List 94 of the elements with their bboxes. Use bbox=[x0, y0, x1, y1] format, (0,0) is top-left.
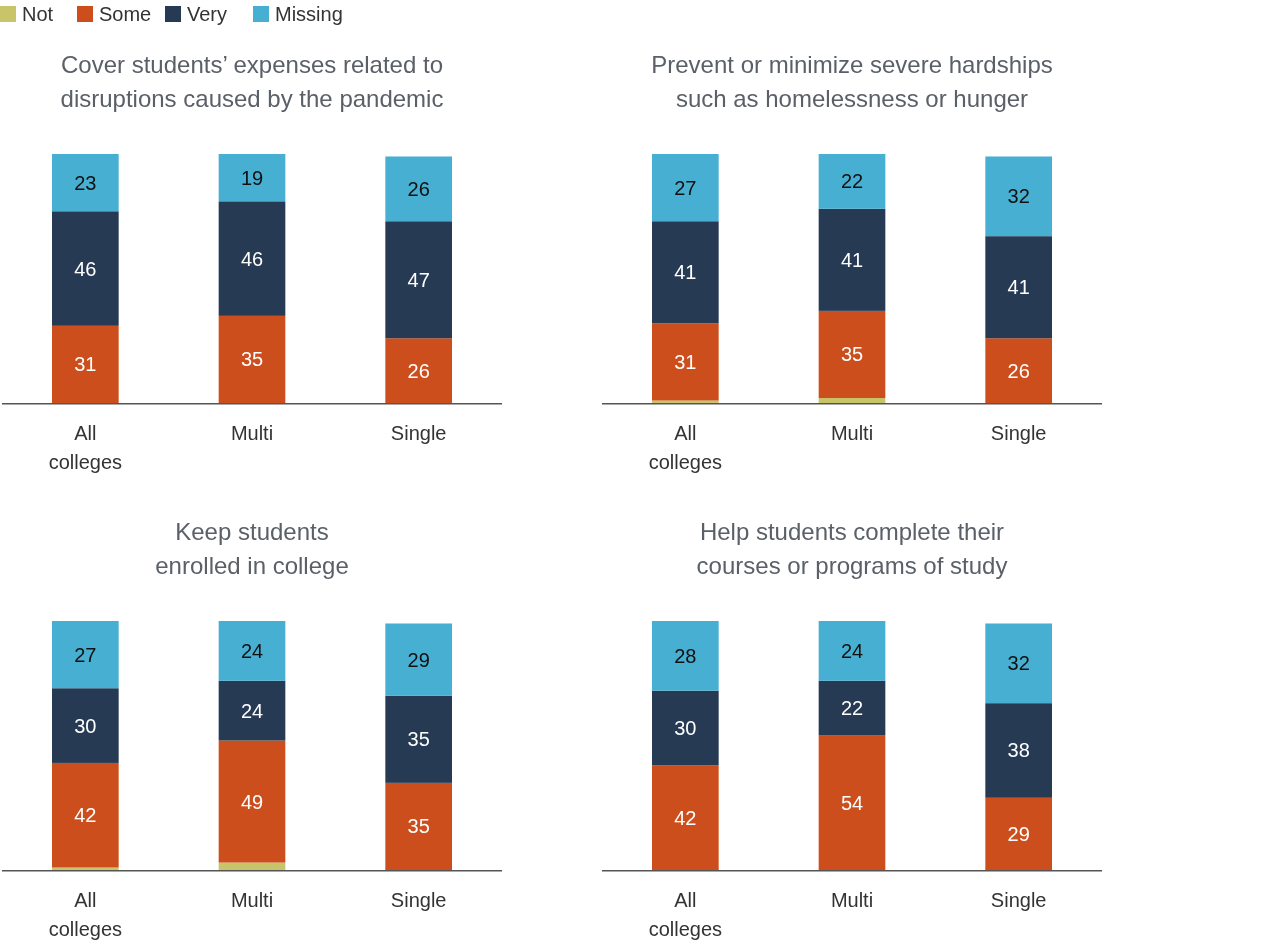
data-label: 27 bbox=[674, 176, 697, 199]
data-label: 47 bbox=[407, 268, 430, 291]
bar bbox=[985, 338, 1052, 403]
legend-label: Not bbox=[22, 3, 54, 25]
data-label: 29 bbox=[407, 648, 430, 671]
x-tick-label: All colleges bbox=[48, 422, 123, 473]
data-label: 54 bbox=[840, 791, 864, 814]
data-label: 24 bbox=[840, 639, 864, 662]
legend-label: Some bbox=[99, 3, 152, 25]
chart-title: Prevent or minimize severe hardships such as homelessness or hunger bbox=[651, 51, 1053, 112]
bar bbox=[818, 621, 886, 681]
bar bbox=[652, 765, 719, 870]
data-label: 23 bbox=[74, 171, 97, 194]
data-label: 42 bbox=[674, 806, 697, 829]
data-label: 30 bbox=[674, 717, 697, 740]
bar bbox=[52, 325, 119, 403]
data-label: 35 bbox=[240, 348, 264, 371]
data-label: 32 bbox=[1007, 652, 1030, 675]
bar bbox=[52, 762, 119, 868]
data-label: 29 bbox=[1007, 822, 1030, 845]
bar bbox=[218, 621, 286, 681]
data-label: 28 bbox=[674, 644, 697, 667]
bar bbox=[218, 680, 286, 741]
x-tick-label: Single bbox=[390, 889, 447, 911]
data-label: 26 bbox=[1007, 359, 1030, 382]
data-label: 35 bbox=[407, 815, 430, 838]
data-label: 35 bbox=[407, 728, 430, 751]
data-label: 46 bbox=[74, 257, 97, 280]
bar bbox=[385, 623, 452, 696]
data-label: 24 bbox=[240, 639, 264, 662]
bar bbox=[652, 154, 719, 222]
bar bbox=[385, 156, 452, 222]
x-tick-label: All colleges bbox=[48, 889, 123, 940]
data-label: 38 bbox=[1007, 739, 1030, 762]
bar bbox=[985, 703, 1052, 798]
bar bbox=[652, 621, 719, 691]
data-label: 31 bbox=[674, 350, 697, 373]
bar bbox=[818, 208, 886, 311]
bar bbox=[818, 680, 886, 736]
x-tick-label: Single bbox=[990, 422, 1047, 444]
data-label: 46 bbox=[240, 247, 264, 270]
x-tick-label: Single bbox=[990, 889, 1047, 911]
data-label: 19 bbox=[240, 166, 264, 189]
data-label: 22 bbox=[840, 170, 864, 193]
bar bbox=[52, 621, 119, 689]
x-tick-label: All colleges bbox=[648, 889, 723, 940]
bar bbox=[218, 315, 286, 403]
data-label: 27 bbox=[74, 643, 97, 666]
bar bbox=[52, 688, 119, 763]
bar bbox=[218, 740, 286, 863]
chart-title: Help students complete their courses or programs of study bbox=[696, 518, 1008, 579]
data-label: 26 bbox=[407, 177, 430, 200]
data-label: 22 bbox=[840, 697, 864, 720]
data-label: 31 bbox=[74, 353, 97, 376]
bar bbox=[818, 735, 886, 870]
bar bbox=[218, 201, 286, 316]
data-label: 49 bbox=[240, 790, 264, 813]
bar bbox=[652, 221, 719, 324]
bar bbox=[818, 154, 886, 209]
legend-label: Very bbox=[187, 3, 228, 25]
x-tick-label: Multi bbox=[230, 889, 274, 911]
bar bbox=[385, 695, 452, 783]
bar bbox=[818, 398, 886, 403]
data-label: 24 bbox=[240, 699, 264, 722]
bar bbox=[385, 221, 452, 339]
data-label: 41 bbox=[674, 261, 697, 284]
data-label: 41 bbox=[840, 248, 864, 271]
data-label: 41 bbox=[1007, 276, 1030, 299]
chart-title: Keep students enrolled in college bbox=[155, 518, 349, 579]
bar bbox=[985, 797, 1052, 870]
bar bbox=[985, 623, 1052, 704]
bar bbox=[652, 323, 719, 401]
data-label: 32 bbox=[1007, 185, 1030, 208]
data-label: 42 bbox=[74, 804, 97, 827]
x-tick-label: All colleges bbox=[648, 422, 723, 473]
bar bbox=[218, 862, 286, 870]
bar bbox=[652, 690, 719, 766]
bar bbox=[818, 310, 886, 399]
bar bbox=[985, 156, 1052, 237]
bar bbox=[385, 338, 452, 403]
bar bbox=[52, 154, 119, 212]
chart-title: Cover students’ expenses related to disruptions caused by the pandemic bbox=[60, 51, 444, 112]
bar bbox=[385, 782, 452, 870]
data-label: 30 bbox=[74, 714, 97, 737]
legend-label: Missing bbox=[275, 3, 343, 25]
bar bbox=[985, 236, 1052, 339]
data-label: 26 bbox=[407, 359, 430, 382]
x-tick-label: Multi bbox=[230, 422, 274, 444]
bar bbox=[52, 211, 119, 326]
x-tick-label: Single bbox=[390, 422, 447, 444]
data-label: 35 bbox=[840, 343, 864, 366]
x-tick-label: Multi bbox=[830, 422, 874, 444]
x-tick-label: Multi bbox=[830, 889, 874, 911]
bar bbox=[218, 154, 286, 202]
